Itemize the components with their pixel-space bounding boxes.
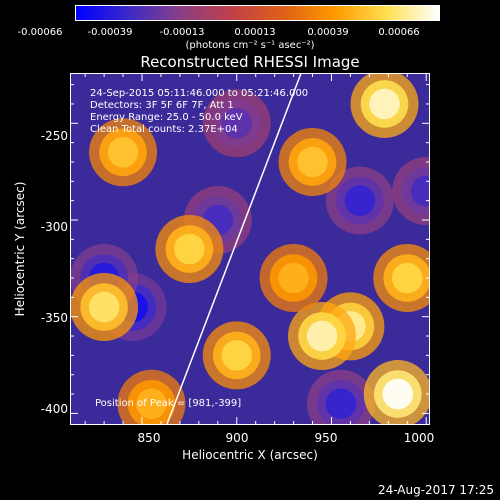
plot-date: 24-Aug-2017 17:25 <box>377 483 494 497</box>
clean-counts-text: Clean Total counts: 2.37E+04 <box>90 124 238 135</box>
energy-range-text: Energy Range: 25.0 - 50.0 keV <box>90 112 243 123</box>
bright-source-blob <box>297 146 328 178</box>
detectors-text: Detectors: 3F 5F 6F 7F, Att 1 <box>90 100 234 111</box>
bright-source-blob <box>107 136 139 168</box>
bright-source-blob <box>391 262 423 294</box>
bright-source-blob <box>306 320 338 352</box>
solar-limb-line <box>165 73 302 425</box>
dark-source-blob <box>410 175 430 207</box>
colorbar-tick-label: -0.00013 <box>159 27 205 38</box>
bright-source-blob <box>221 340 253 371</box>
y-axis-label: Heliocentric Y (arcsec) <box>13 181 27 317</box>
y-tick-label: -350 <box>40 311 68 325</box>
y-tick-label: -300 <box>40 220 68 234</box>
heatmap-sources <box>70 73 430 425</box>
bright-source-blob <box>88 291 120 323</box>
bright-source-blob <box>278 262 309 294</box>
colorbar <box>75 5 440 21</box>
bright-source-blob <box>369 88 400 120</box>
colorbar-tick-label: 0.00066 <box>378 27 420 38</box>
bright-source-blob <box>136 388 167 420</box>
peak-position-text: Position of Peak = [981,-399] <box>95 398 242 409</box>
colorbar-tick-label: -0.00066 <box>17 27 63 38</box>
bright-source-blob <box>382 378 414 410</box>
y-tick-label: -250 <box>40 129 68 143</box>
plot-frame <box>70 73 430 425</box>
time-range-text: 24-Sep-2015 05:11:46.000 to 05:21:46.000 <box>90 88 309 99</box>
x-axis-label: Heliocentric X (arcsec) <box>182 448 318 462</box>
dark-source-blob <box>325 388 357 420</box>
colorbar-units: (photons cm⁻² s⁻¹ asec⁻²) <box>185 40 315 51</box>
chart-title: Reconstructed RHESSI Image <box>140 53 360 71</box>
x-tick-label: 900 <box>225 431 249 445</box>
plot-area <box>70 73 430 425</box>
axis-ticks <box>70 73 430 425</box>
dark-source-blob <box>344 185 376 216</box>
x-tick-label: 950 <box>314 431 338 445</box>
colorbar-tick-label: 0.00013 <box>234 27 276 38</box>
colorbar-tick-label: -0.00039 <box>87 27 133 38</box>
x-tick-label: 850 <box>137 431 161 445</box>
colorbar-tick-label: 0.00039 <box>307 27 349 38</box>
dark-source-blob <box>221 107 253 139</box>
y-tick-label: -400 <box>40 402 68 416</box>
bright-source-blob <box>174 233 205 265</box>
x-tick-label: 1000 <box>403 431 435 445</box>
